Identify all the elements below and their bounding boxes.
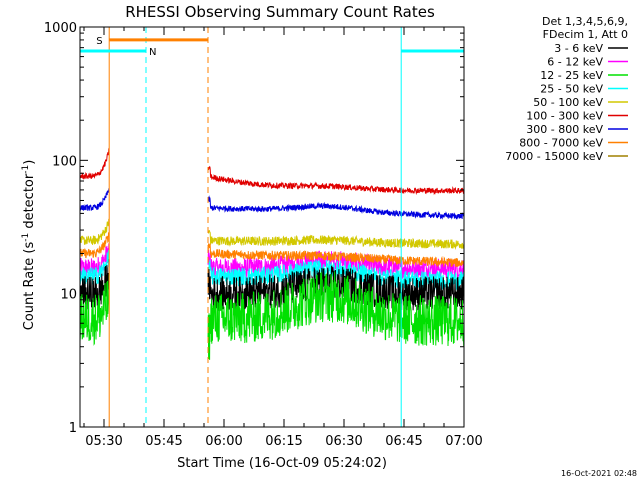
y-tick-label: 1000 <box>44 21 77 36</box>
legend-label-1: 3 - 6 keV <box>554 42 603 55</box>
series-line-800-7000keV-seg2 <box>207 243 465 268</box>
x-tick-label: 06:45 <box>385 434 422 449</box>
legend-label-6: 100 - 300 keV <box>526 110 603 123</box>
footer-timestamp: 16-Oct-2021 02:48 <box>561 469 637 478</box>
y-tick-label: 10 <box>60 288 77 303</box>
series-line-800-7000keV-seg1 <box>79 232 110 259</box>
series-line-12-25keV-seg1 <box>79 274 110 346</box>
y-tick-label: 1 <box>69 421 77 436</box>
x-tick-label: 06:30 <box>325 434 362 449</box>
legend-label-2: 6 - 12 keV <box>547 56 603 69</box>
series-line-6-12keV-seg2 <box>207 249 465 280</box>
x-tick-label: 05:45 <box>145 434 182 449</box>
time-markers: SN <box>79 27 465 427</box>
series-line-100-300keV-seg1 <box>79 147 110 180</box>
series-line-50-100keV-seg2 <box>207 230 465 250</box>
series-line-25-50keV-seg1 <box>79 250 110 285</box>
x-axis-label: Start Time (16-Oct-09 05:24:02) <box>177 456 387 471</box>
data-traces <box>79 147 465 360</box>
y-axis-label: Count Rate (s-1 detector-1) <box>21 160 37 331</box>
series-line-50-100keV-seg1 <box>79 218 110 245</box>
series-line-300-800keV-seg2 <box>207 195 465 220</box>
legend-label-5: 50 - 100 keV <box>533 96 603 109</box>
legend-header-line2: FDecim 1, Att 0 <box>543 28 628 41</box>
y-tick-label: 100 <box>52 154 77 169</box>
legend-label-9: 7000 - 15000 keV <box>505 150 603 163</box>
series-line-12-25keV-seg2 <box>207 271 465 360</box>
interval-label-S: S <box>96 36 102 47</box>
axes: 1 10 100 1000 05:30 05:45 06:00 06:15 06:30 06:45… <box>44 21 483 449</box>
chart-title: RHESSI Observing Summary Count Rates <box>125 3 435 21</box>
legend: Det 1,3,4,5,6,9, FDecim 1, Att 0 3 - 6 k… <box>505 15 628 163</box>
series-line-300-800keV-seg1 <box>79 187 110 211</box>
plot-frame <box>79 26 465 428</box>
x-tick-label: 07:00 <box>445 434 482 449</box>
legend-label-3: 12 - 25 keV <box>540 69 603 82</box>
x-tick-label: 06:15 <box>265 434 302 449</box>
x-tick-label: 05:30 <box>85 434 122 449</box>
legend-label-7: 300 - 800 keV <box>526 123 603 136</box>
interval-label-N: N <box>149 47 156 58</box>
legend-label-4: 25 - 50 keV <box>540 83 603 96</box>
series-line-100-300keV-seg2 <box>207 165 465 196</box>
legend-label-8: 800 - 7000 keV <box>519 137 603 150</box>
x-tick-label: 06:00 <box>205 434 242 449</box>
legend-header-line1: Det 1,3,4,5,6,9, <box>542 15 628 28</box>
